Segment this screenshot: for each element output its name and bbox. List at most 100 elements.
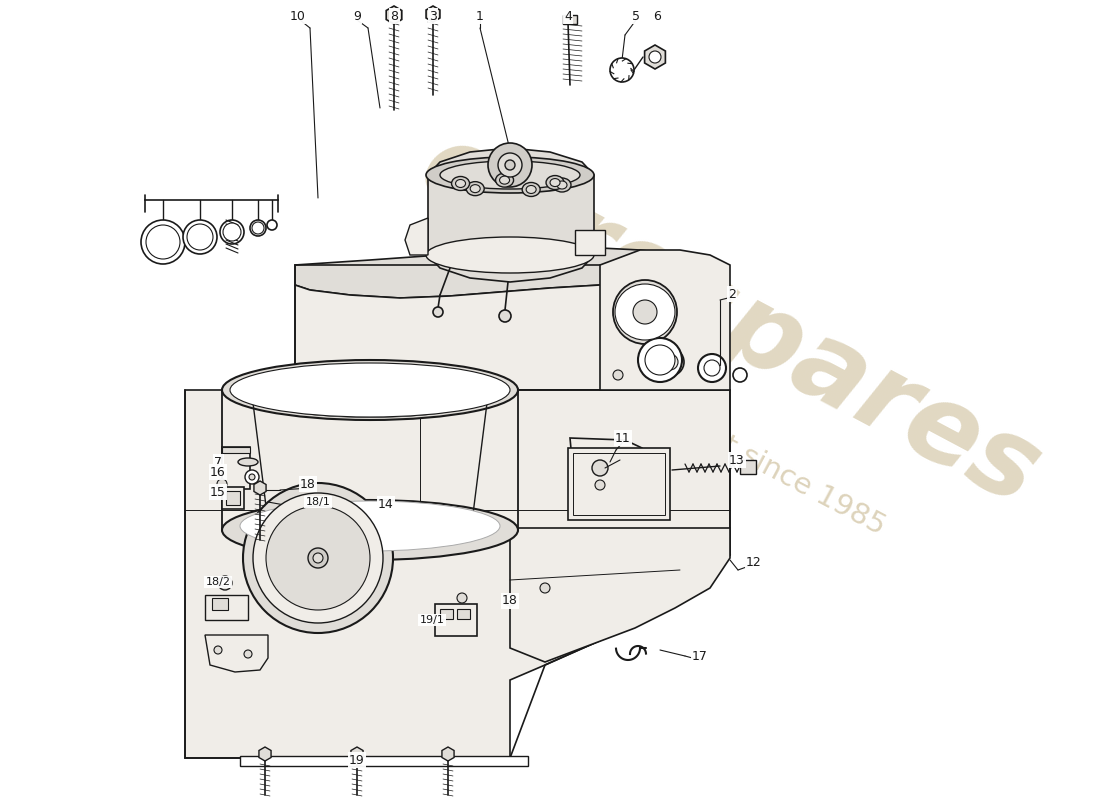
Bar (568, 448, 670, 520)
Ellipse shape (240, 501, 501, 551)
Ellipse shape (222, 360, 518, 420)
Ellipse shape (466, 182, 484, 196)
Circle shape (645, 345, 675, 375)
Text: 15: 15 (210, 486, 225, 498)
Circle shape (308, 548, 328, 568)
Circle shape (243, 483, 393, 633)
Bar (222, 447, 250, 489)
Circle shape (649, 51, 661, 63)
Polygon shape (428, 148, 594, 282)
Polygon shape (295, 247, 720, 298)
Bar (434, 604, 477, 636)
Ellipse shape (440, 161, 580, 189)
Ellipse shape (498, 153, 522, 177)
Circle shape (592, 460, 608, 476)
Bar (222, 447, 250, 453)
Polygon shape (405, 218, 428, 255)
Text: 14: 14 (378, 498, 394, 510)
Ellipse shape (553, 178, 571, 192)
Bar (240, 756, 528, 766)
Text: 3: 3 (429, 10, 437, 22)
Ellipse shape (488, 143, 532, 187)
Circle shape (244, 650, 252, 658)
Circle shape (214, 646, 222, 654)
Text: 6: 6 (653, 10, 661, 22)
Text: 17: 17 (692, 650, 708, 662)
Text: eurospares: eurospares (403, 112, 1057, 528)
Circle shape (499, 310, 512, 322)
Circle shape (267, 220, 277, 230)
Circle shape (217, 479, 227, 489)
Text: 1: 1 (476, 10, 484, 22)
Ellipse shape (557, 181, 566, 189)
Polygon shape (185, 390, 730, 758)
Circle shape (662, 354, 678, 370)
Circle shape (623, 290, 667, 334)
Text: 11: 11 (615, 431, 631, 445)
Ellipse shape (546, 175, 564, 190)
Circle shape (221, 579, 229, 587)
Text: 8: 8 (390, 10, 398, 22)
Text: 7: 7 (214, 455, 222, 469)
Ellipse shape (238, 458, 258, 466)
Circle shape (433, 307, 443, 317)
Ellipse shape (522, 182, 540, 197)
Circle shape (595, 480, 605, 490)
Text: 16: 16 (210, 466, 225, 478)
Bar (573, 453, 666, 515)
Ellipse shape (451, 177, 470, 190)
Polygon shape (295, 282, 720, 390)
Polygon shape (570, 438, 642, 490)
Ellipse shape (266, 502, 474, 542)
Circle shape (704, 360, 720, 376)
Text: 18: 18 (502, 594, 518, 607)
Text: 19: 19 (349, 754, 365, 766)
Ellipse shape (455, 179, 465, 187)
Text: a parts specialist since 1985: a parts specialist since 1985 (509, 320, 891, 540)
Circle shape (252, 222, 264, 234)
Circle shape (146, 225, 180, 259)
Circle shape (610, 58, 634, 82)
Ellipse shape (252, 373, 488, 417)
Circle shape (266, 506, 370, 610)
Circle shape (249, 474, 255, 480)
Text: 13: 13 (729, 454, 745, 466)
Ellipse shape (230, 363, 510, 417)
Circle shape (707, 370, 717, 380)
Text: 5: 5 (632, 10, 640, 22)
Ellipse shape (496, 173, 514, 187)
Circle shape (733, 368, 747, 382)
Circle shape (698, 354, 726, 382)
Circle shape (656, 348, 684, 376)
Polygon shape (600, 250, 730, 390)
Ellipse shape (426, 157, 594, 193)
Bar (440, 609, 453, 619)
Ellipse shape (550, 178, 560, 186)
Circle shape (141, 220, 185, 264)
Bar (456, 609, 470, 619)
Bar (740, 460, 756, 474)
Circle shape (540, 583, 550, 593)
Ellipse shape (222, 500, 518, 560)
Text: 4: 4 (564, 10, 572, 22)
Polygon shape (205, 635, 268, 672)
Circle shape (253, 493, 383, 623)
Circle shape (613, 370, 623, 380)
Circle shape (245, 470, 258, 484)
Circle shape (632, 300, 657, 324)
Circle shape (187, 224, 213, 250)
Ellipse shape (426, 237, 594, 273)
Text: 18/2: 18/2 (206, 577, 231, 587)
Ellipse shape (499, 176, 509, 184)
Circle shape (504, 594, 516, 606)
Text: 19/1: 19/1 (419, 615, 444, 625)
Bar (212, 598, 228, 610)
Ellipse shape (240, 367, 501, 417)
Circle shape (456, 593, 468, 603)
Bar (575, 230, 605, 255)
Ellipse shape (526, 186, 536, 194)
Circle shape (505, 160, 515, 170)
Text: 10: 10 (290, 10, 306, 22)
Bar (222, 487, 244, 509)
Text: 18: 18 (300, 478, 316, 490)
